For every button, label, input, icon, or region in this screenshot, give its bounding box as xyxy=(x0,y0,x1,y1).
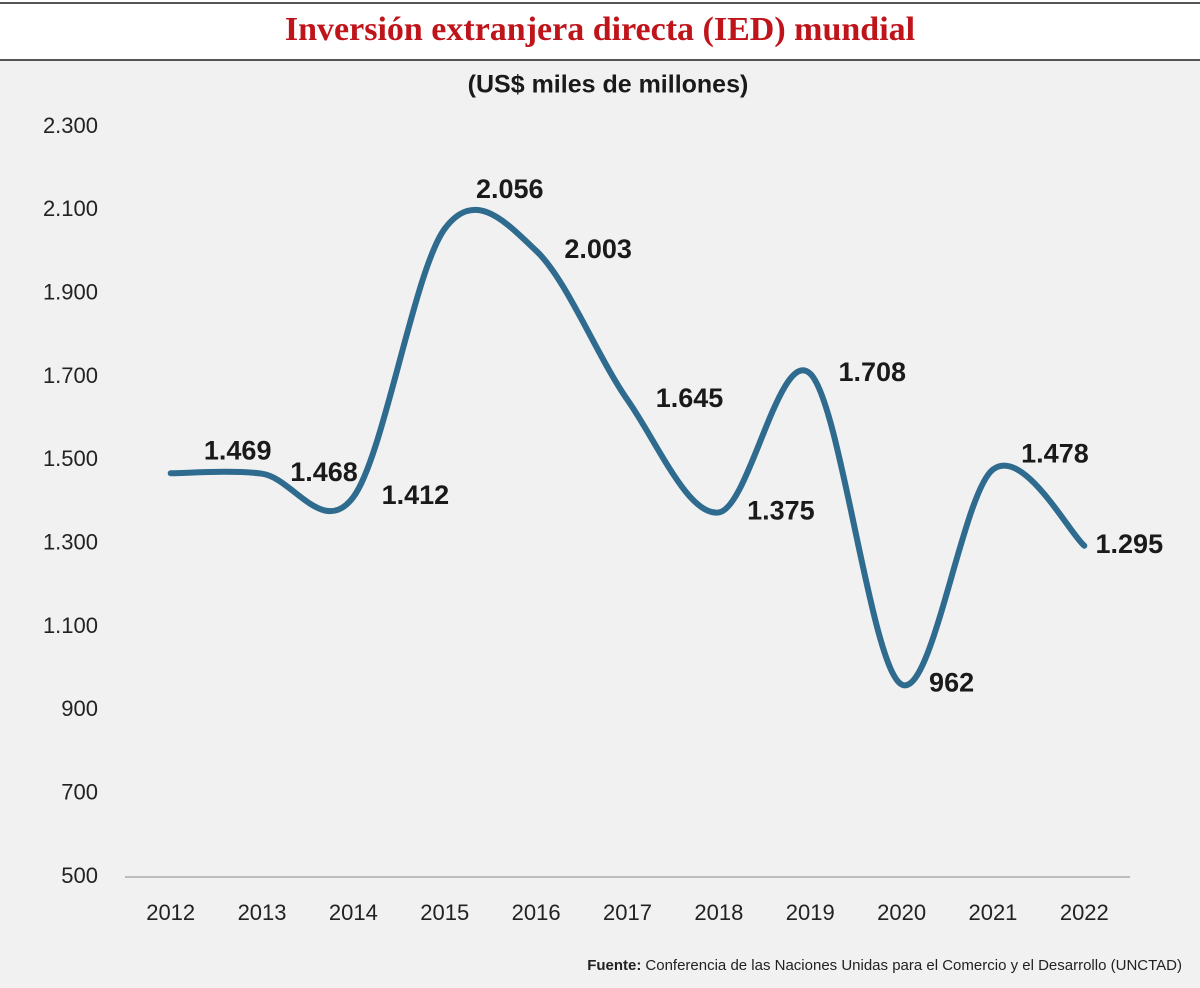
x-tick-label: 2019 xyxy=(786,900,835,925)
source-label: Fuente: xyxy=(587,957,641,974)
y-tick-label: 1.700 xyxy=(43,363,98,388)
value-label: 1.708 xyxy=(838,357,906,387)
x-tick-label: 2016 xyxy=(512,900,561,925)
y-tick-label: 2.300 xyxy=(43,113,98,138)
value-label: 962 xyxy=(929,668,974,698)
value-label: 1.375 xyxy=(747,496,815,526)
y-tick-label: 2.100 xyxy=(43,196,98,221)
value-label: 2.056 xyxy=(476,174,544,204)
source-text: Conferencia de las Naciones Unidas para … xyxy=(645,957,1182,974)
y-tick-label: 1.100 xyxy=(43,613,98,638)
y-tick-label: 500 xyxy=(61,863,98,888)
x-tick-label: 2017 xyxy=(603,900,652,925)
y-tick-label: 1.500 xyxy=(43,446,98,471)
value-label: 1.412 xyxy=(382,480,450,510)
x-tick-label: 2020 xyxy=(877,900,926,925)
y-tick-label: 700 xyxy=(61,779,98,804)
x-tick-label: 2014 xyxy=(329,900,378,925)
title-bar xyxy=(0,0,1200,61)
y-tick-label: 900 xyxy=(61,696,98,721)
value-label: 1.645 xyxy=(656,383,724,413)
x-tick-label: 2021 xyxy=(968,900,1017,925)
x-tick-label: 2015 xyxy=(420,900,469,925)
value-label: 1.478 xyxy=(1021,439,1089,469)
x-tick-label: 2018 xyxy=(694,900,743,925)
x-tick-label: 2012 xyxy=(146,900,195,925)
y-tick-label: 1.900 xyxy=(43,279,98,304)
value-label: 2.003 xyxy=(564,234,632,264)
value-label: 1.468 xyxy=(290,457,358,487)
chart-subtitle: (US$ miles de millones) xyxy=(468,71,749,99)
line xyxy=(167,206,1088,689)
chart-title: Inversión extranjera directa (IED) mundi… xyxy=(285,11,915,48)
y-tick-label: 1.300 xyxy=(43,529,98,554)
source: Fuente: Conferencia de las Naciones Unida… xyxy=(587,957,1182,974)
value-label: 1.295 xyxy=(1096,529,1164,559)
value-label: 1.469 xyxy=(204,435,272,465)
x-tick-label: 2022 xyxy=(1060,900,1109,925)
x-tick-label: 2013 xyxy=(238,900,287,925)
